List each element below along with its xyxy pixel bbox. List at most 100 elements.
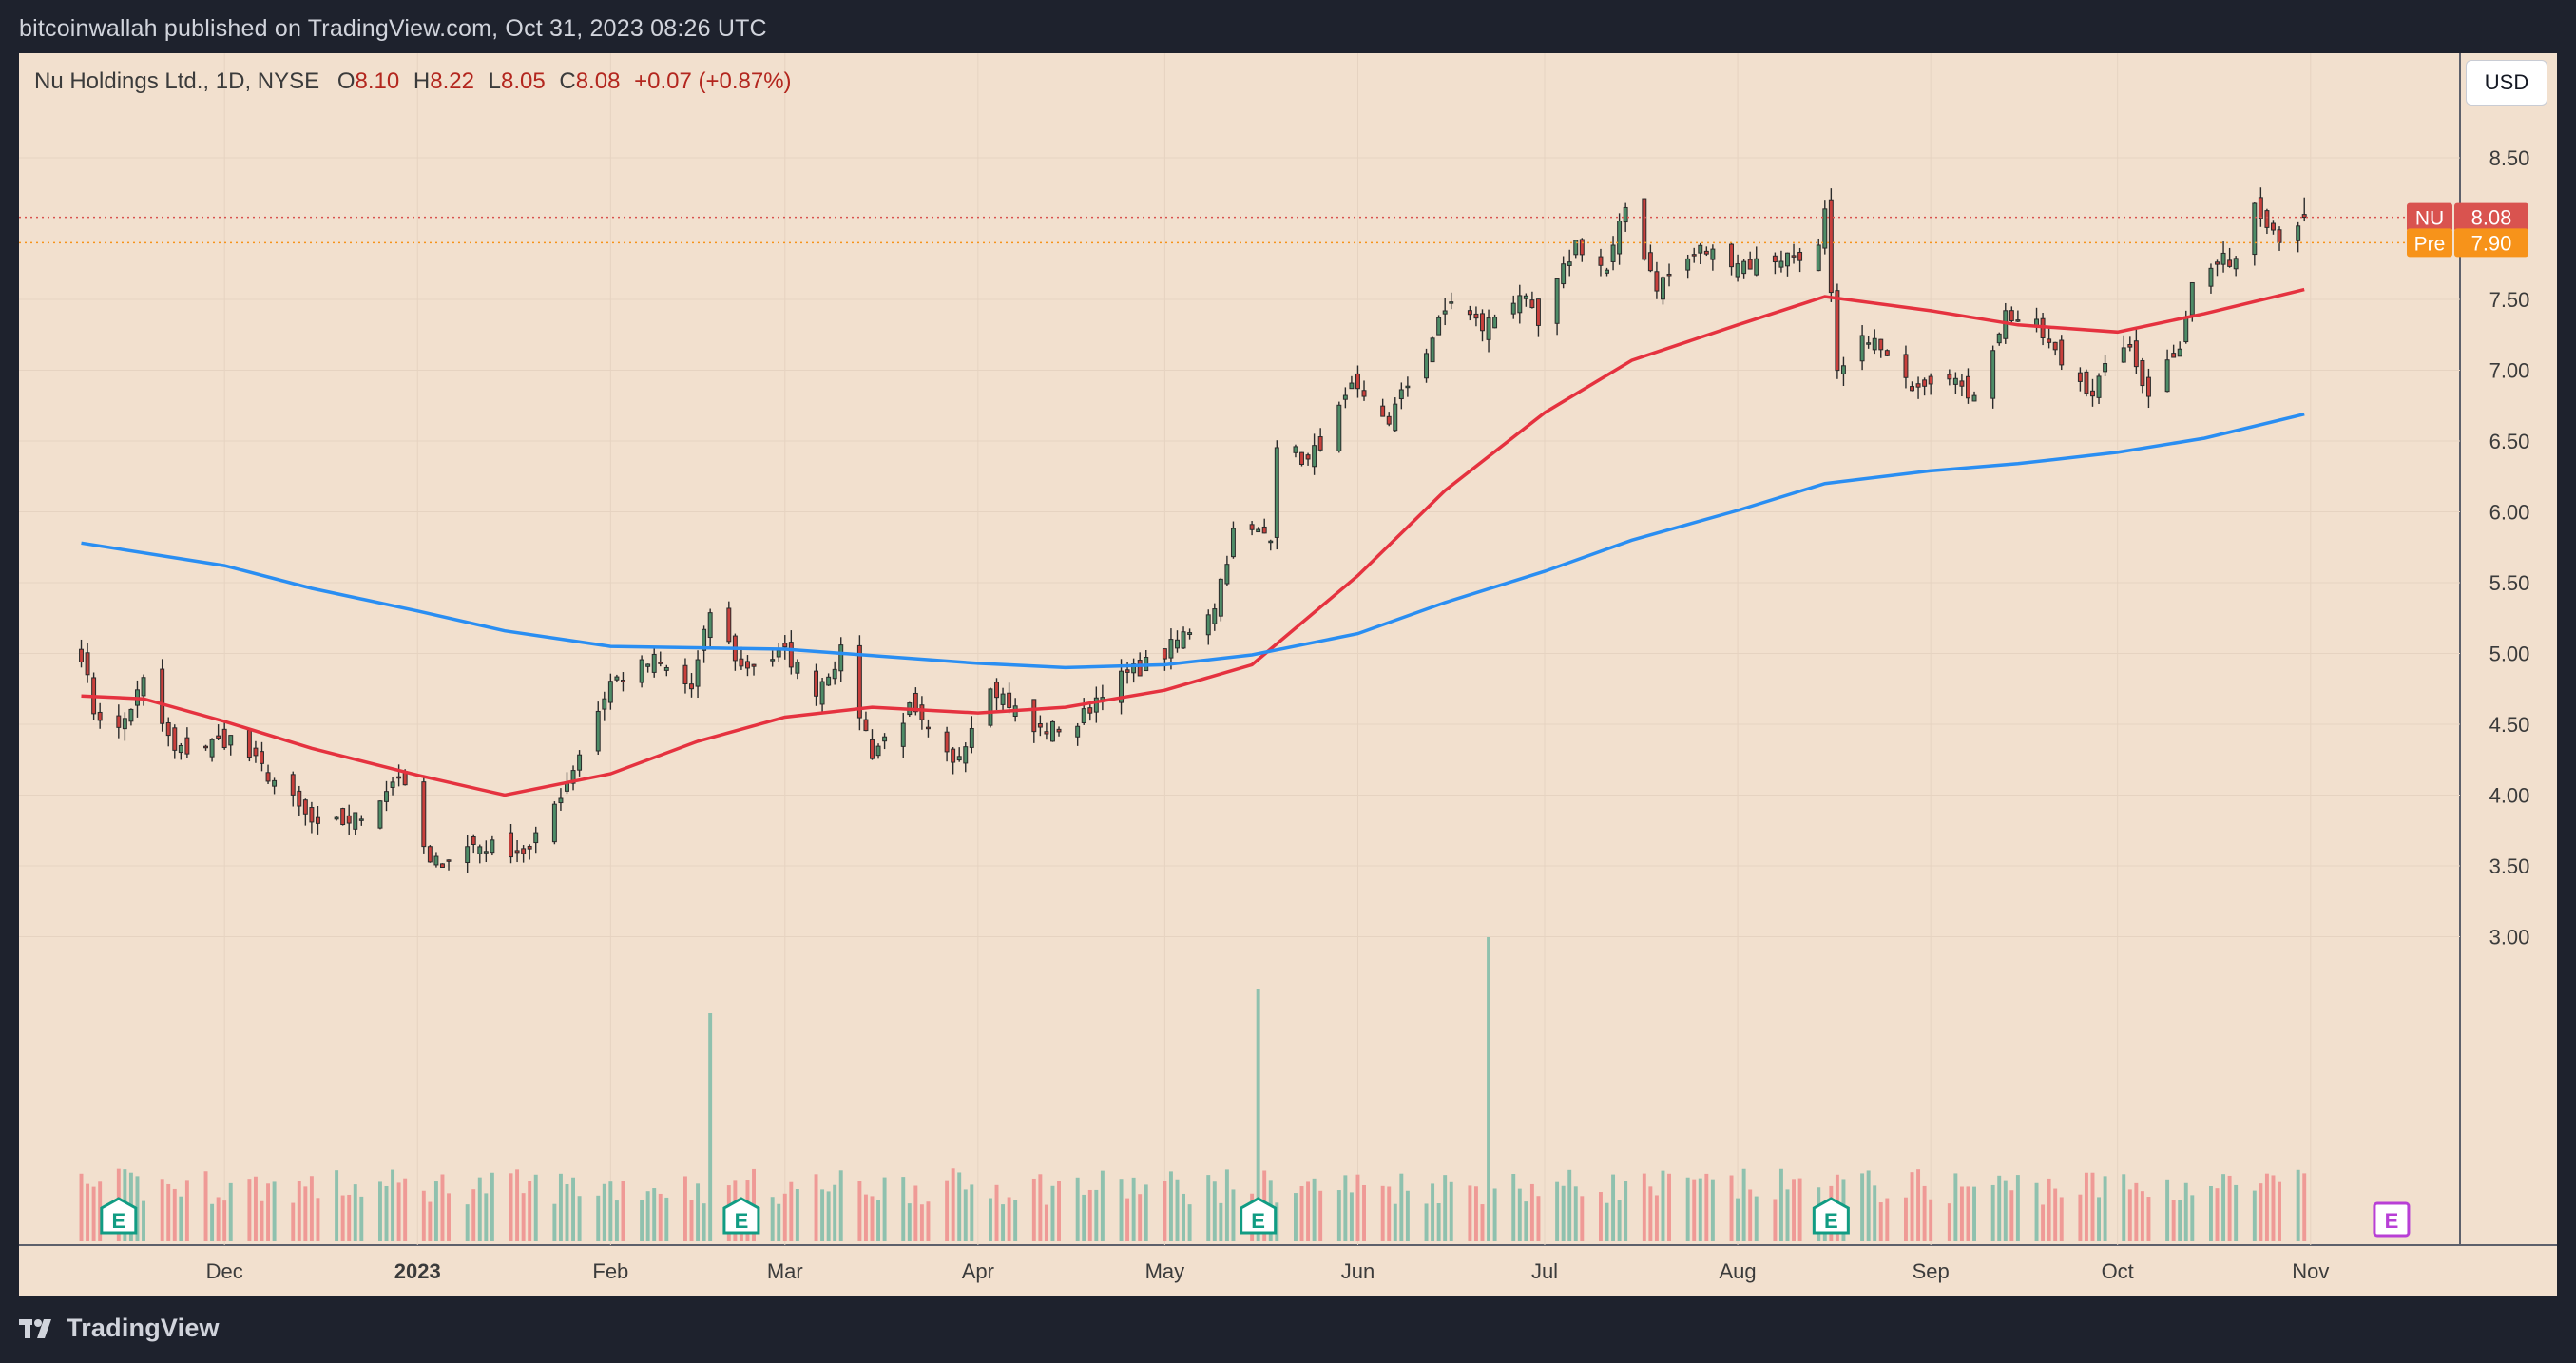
candle-body bbox=[1828, 199, 1834, 294]
candle-body bbox=[1436, 317, 1442, 336]
volume-bar bbox=[359, 1196, 364, 1241]
volume-bar bbox=[577, 1196, 582, 1241]
candle-body bbox=[1747, 259, 1753, 270]
volume-bar bbox=[708, 1013, 713, 1241]
candle-body bbox=[1467, 310, 1472, 316]
candle-body bbox=[882, 736, 888, 742]
volume-bar bbox=[403, 1178, 408, 1241]
volume-bar bbox=[216, 1197, 221, 1241]
candle-body bbox=[1449, 301, 1454, 304]
volume-bar bbox=[2278, 1181, 2281, 1241]
volume-bar bbox=[2296, 1169, 2300, 1241]
candle-body bbox=[682, 664, 688, 684]
earnings-marker-letter: E bbox=[1824, 1209, 1838, 1233]
grid-lines bbox=[19, 53, 2460, 1245]
upcoming-earnings-marker[interactable]: E bbox=[2373, 1201, 2411, 1238]
volume-bar bbox=[421, 1190, 426, 1241]
legend-symbol: Nu Holdings Ltd., 1D, NYSE bbox=[34, 68, 319, 94]
candle-body bbox=[1772, 255, 1778, 263]
volume-bar bbox=[222, 1200, 227, 1241]
candle-body bbox=[1859, 335, 1865, 362]
volume-bar bbox=[2084, 1172, 2088, 1241]
currency-button[interactable]: USD bbox=[2466, 60, 2547, 106]
candle-body bbox=[334, 816, 339, 820]
legend-change: +0.07 (+0.87%) bbox=[634, 68, 791, 94]
candle-body bbox=[1691, 254, 1697, 257]
volume-bar bbox=[571, 1177, 576, 1241]
volume-bar bbox=[1424, 1203, 1429, 1241]
volume-bar bbox=[172, 1188, 177, 1241]
tradingview-logo[interactable]: TradingView bbox=[19, 1314, 220, 1343]
volume-bar bbox=[777, 1203, 781, 1241]
volume-bar bbox=[528, 1181, 532, 1241]
volume-bar bbox=[253, 1176, 258, 1241]
candle-body bbox=[514, 850, 520, 854]
legend-ohlc: Nu Holdings Ltd., 1D, NYSE O8.10 H8.22 L… bbox=[34, 68, 792, 94]
upcoming-earnings-marker-shape bbox=[2373, 1201, 2411, 1238]
price-level-lines bbox=[19, 216, 2460, 244]
volume-bar bbox=[782, 1193, 787, 1241]
earnings-marker[interactable]: E bbox=[1240, 1197, 1278, 1235]
candle-body bbox=[521, 848, 527, 854]
candle-body bbox=[1554, 278, 1560, 324]
candle-body bbox=[751, 663, 757, 667]
candle-body bbox=[1959, 380, 1965, 387]
volume-bar bbox=[433, 1181, 438, 1241]
candle-body bbox=[2208, 267, 2214, 287]
volume-bar bbox=[335, 1170, 339, 1241]
candle-body bbox=[315, 816, 320, 824]
earnings-marker[interactable]: E bbox=[1812, 1197, 1850, 1235]
candle-body bbox=[1293, 446, 1298, 453]
earnings-marker[interactable]: E bbox=[722, 1197, 760, 1235]
candle-body bbox=[1256, 528, 1261, 533]
candle-body bbox=[1872, 337, 1877, 351]
time-axis-label: Sep bbox=[1913, 1259, 1950, 1283]
candle-body bbox=[216, 735, 221, 739]
volume-bar bbox=[1972, 1186, 1976, 1241]
candle-body bbox=[782, 643, 788, 648]
volume-bar bbox=[2127, 1189, 2132, 1241]
volume-bar bbox=[1741, 1168, 1746, 1241]
volume-bar bbox=[1860, 1173, 1865, 1241]
volume-bar bbox=[440, 1174, 445, 1241]
candle-body bbox=[309, 807, 315, 823]
volume-bar bbox=[945, 1180, 950, 1241]
candle-body bbox=[490, 839, 495, 854]
volume-bar bbox=[1517, 1188, 1522, 1241]
candle-body bbox=[1822, 208, 1828, 249]
volume-bar bbox=[2252, 1190, 2257, 1241]
candle-body bbox=[2164, 359, 2170, 393]
candle-body bbox=[1797, 251, 1803, 261]
candle-body bbox=[1661, 277, 1665, 300]
volume-bar bbox=[1797, 1178, 1802, 1241]
candle-body bbox=[221, 728, 227, 749]
candle-body bbox=[483, 851, 489, 854]
candle-body bbox=[1523, 295, 1528, 299]
volume-bar bbox=[2078, 1194, 2083, 1241]
volume-bar bbox=[2140, 1191, 2144, 1241]
volume-bar bbox=[2041, 1204, 2046, 1241]
candle-body bbox=[209, 739, 215, 758]
earnings-marker[interactable]: E bbox=[100, 1197, 138, 1235]
candle-body bbox=[988, 688, 993, 726]
volume-bar bbox=[1698, 1178, 1702, 1241]
candle-body bbox=[440, 863, 445, 869]
candle-body bbox=[2140, 359, 2145, 387]
volume-bar bbox=[309, 1176, 314, 1241]
candle-body bbox=[1642, 198, 1647, 260]
volume-bar bbox=[640, 1200, 644, 1241]
volume-bar bbox=[882, 1177, 887, 1241]
candle-body bbox=[1393, 403, 1398, 432]
volume-bar bbox=[870, 1196, 875, 1241]
volume-bar bbox=[1075, 1177, 1080, 1241]
volume-bar bbox=[1704, 1173, 1709, 1241]
volume-bar bbox=[1667, 1173, 1671, 1241]
time-axis-label: 2023 bbox=[394, 1259, 441, 1283]
candle-body bbox=[2096, 375, 2102, 398]
volume-bar bbox=[2264, 1173, 2269, 1241]
volume-bar bbox=[266, 1183, 271, 1241]
time-axis-label: Apr bbox=[962, 1259, 994, 1283]
publish-header: bitcoinwallah published on TradingView.c… bbox=[0, 0, 2576, 53]
